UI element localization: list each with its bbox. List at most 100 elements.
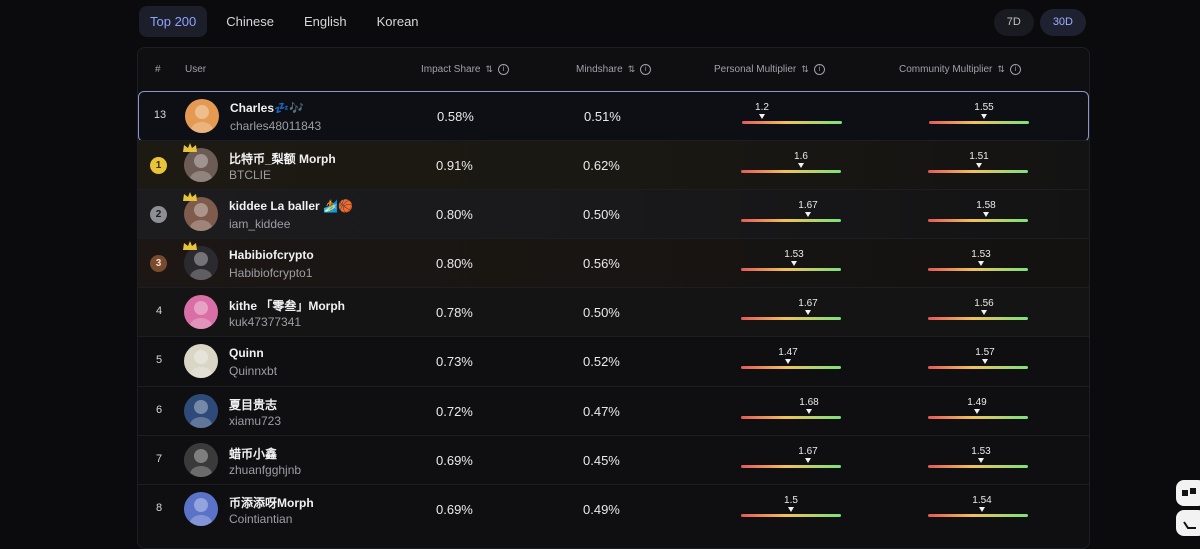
multiplier-gradient-bar [741, 317, 841, 320]
user-display-name[interactable]: 夏目贵志 [229, 398, 278, 412]
avatar-image [184, 246, 218, 280]
table-row[interactable]: 6 夏目贵志 xiamu723 0.72% 0.47% 1.68 1.49 [138, 386, 1089, 436]
mindshare-value: 0.50% [583, 207, 620, 222]
current-user-row[interactable]: 13 Charles💤🎶 charles48011843 0.58% 0.51%… [138, 91, 1089, 142]
multiplier-gradient-bar [741, 268, 841, 271]
sort-icon[interactable]: ⇅ [801, 64, 809, 74]
table-row[interactable]: 1 比特币_梨额 Morph BTCLIE 0.91% 0.62% 1.6 1.… [138, 140, 1089, 190]
indicator-arrow-icon [978, 261, 984, 266]
multiplier-gradient-bar [928, 465, 1028, 468]
tab-top-200[interactable]: Top 200 [139, 6, 208, 37]
indicator-arrow-icon [976, 163, 982, 168]
personal-multiplier-meter: 1.2 [742, 102, 842, 128]
header-user: User [185, 64, 206, 75]
user-handle[interactable]: charles48011843 [230, 119, 322, 133]
multiplier-gradient-bar [928, 170, 1028, 173]
avatar-image [185, 99, 219, 133]
community-multiplier-meter: 1.53 [928, 249, 1028, 275]
header-impact-label: Impact Share [421, 64, 481, 75]
header-impact-share[interactable]: Impact Share ⇅ i [421, 64, 510, 75]
avatar[interactable] [184, 295, 218, 329]
user-display-name[interactable]: 蜡币小鑫 [229, 447, 278, 461]
range-7d-button[interactable]: 7D [993, 9, 1034, 36]
user-handle[interactable]: Quinnxbt [229, 364, 278, 378]
tab-korean[interactable]: Korean [376, 14, 419, 29]
user-display-name[interactable]: 币添添呀Morph [229, 496, 314, 510]
user-handle[interactable]: Cointiantian [229, 512, 293, 526]
user-display-name[interactable]: Quinn [229, 346, 264, 360]
user-handle[interactable]: kuk47377341 [229, 315, 302, 329]
community-multiplier-meter: 1.56 [928, 298, 1028, 324]
header-rank-label: # [155, 64, 161, 75]
personal-multiplier-value: 1.67 [798, 200, 818, 211]
rank-number: 7 [155, 453, 163, 465]
impact-share-value: 0.80% [436, 207, 473, 222]
table-row[interactable]: 7 蜡币小鑫 zhuanfgghjnb 0.69% 0.45% 1.67 1.5… [138, 435, 1089, 485]
user-display-name[interactable]: 比特币_梨额 Morph [229, 152, 336, 166]
indicator-arrow-icon [981, 310, 987, 315]
personal-multiplier-value: 1.67 [798, 298, 818, 309]
info-icon[interactable]: i [813, 64, 825, 75]
table-row[interactable]: 4 kithe 「零叁」Morph kuk47377341 0.78% 0.50… [138, 287, 1089, 337]
crown-icon [183, 241, 197, 250]
user-display-name[interactable]: kiddee La baller 🏄🏀 [229, 199, 353, 213]
user-display-name[interactable]: Habibiofcrypto [229, 248, 314, 262]
community-multiplier-meter: 1.51 [928, 151, 1028, 177]
tab-english[interactable]: English [303, 14, 347, 29]
info-icon[interactable]: i [1009, 64, 1021, 75]
table-row[interactable]: 8 币添添呀Morph Cointiantian 0.69% 0.49% 1.5… [138, 484, 1089, 534]
user-display-name[interactable]: Charles💤🎶 [230, 101, 304, 115]
impact-share-value: 0.78% [436, 305, 473, 320]
rank-medal-badge: 2 [150, 206, 167, 223]
user-display-name[interactable]: kithe 「零叁」Morph [229, 299, 345, 313]
impact-share-value: 0.91% [436, 158, 473, 173]
header-community-multiplier[interactable]: Community Multiplier ⇅ i [899, 64, 1021, 75]
avatar[interactable] [184, 344, 218, 378]
avatar[interactable] [184, 443, 218, 477]
header-mindshare[interactable]: Mindshare ⇅ i [576, 64, 652, 75]
sort-icon[interactable]: ⇅ [627, 64, 636, 74]
community-multiplier-value: 1.49 [967, 397, 987, 408]
multiplier-gradient-bar [928, 317, 1028, 320]
community-multiplier-meter: 1.49 [928, 397, 1028, 423]
header-mindshare-label: Mindshare [576, 64, 623, 75]
header-personal-multiplier[interactable]: Personal Multiplier ⇅ i [714, 64, 825, 75]
info-icon[interactable]: i [498, 64, 510, 75]
community-multiplier-meter: 1.58 [928, 200, 1028, 226]
user-handle[interactable]: zhuanfgghjnb [229, 463, 302, 477]
avatar[interactable] [184, 394, 218, 428]
avatar[interactable] [184, 148, 218, 182]
table-row[interactable]: 5 Quinn Quinnxbt 0.73% 0.52% 1.47 1.57 [138, 336, 1089, 386]
tab-chinese[interactable]: Chinese [226, 14, 274, 29]
time-range-toggle: 7D 30D [993, 9, 1086, 36]
personal-multiplier-value: 1.53 [784, 249, 804, 260]
personal-multiplier-meter: 1.67 [741, 298, 841, 324]
indicator-arrow-icon [982, 359, 988, 364]
user-handle[interactable]: xiamu723 [229, 414, 282, 428]
personal-multiplier-meter: 1.47 [741, 347, 841, 373]
multiplier-gradient-bar [929, 121, 1029, 124]
avatar[interactable] [184, 197, 218, 231]
personal-multiplier-meter: 1.67 [741, 200, 841, 226]
table-row[interactable]: 2 kiddee La baller 🏄🏀 iam_kiddee 0.80% 0… [138, 189, 1089, 239]
sort-icon[interactable]: ⇅ [997, 64, 1005, 74]
indicator-arrow-icon [798, 163, 804, 168]
range-30d-button[interactable]: 30D [1039, 9, 1086, 36]
avatar[interactable] [184, 246, 218, 280]
sort-icon[interactable]: ⇅ [485, 64, 494, 74]
mindshare-value: 0.52% [583, 354, 620, 369]
info-icon[interactable]: i [640, 64, 652, 75]
avatar[interactable] [184, 492, 218, 526]
header-rank: # [155, 64, 161, 75]
table-row[interactable]: 3 Habibiofcrypto Habibiofcrypto1 0.80% 0… [138, 238, 1089, 288]
community-multiplier-meter: 1.54 [928, 495, 1028, 521]
avatar[interactable] [185, 99, 219, 133]
mindshare-value: 0.51% [584, 109, 621, 124]
mindshare-value: 0.45% [583, 453, 620, 468]
rank-number: 5 [155, 354, 163, 366]
floating-widget[interactable] [1174, 478, 1200, 538]
user-handle[interactable]: BTCLIE [229, 168, 272, 182]
user-handle[interactable]: Habibiofcrypto1 [229, 266, 313, 280]
multiplier-gradient-bar [928, 268, 1028, 271]
user-handle[interactable]: iam_kiddee [229, 217, 291, 231]
